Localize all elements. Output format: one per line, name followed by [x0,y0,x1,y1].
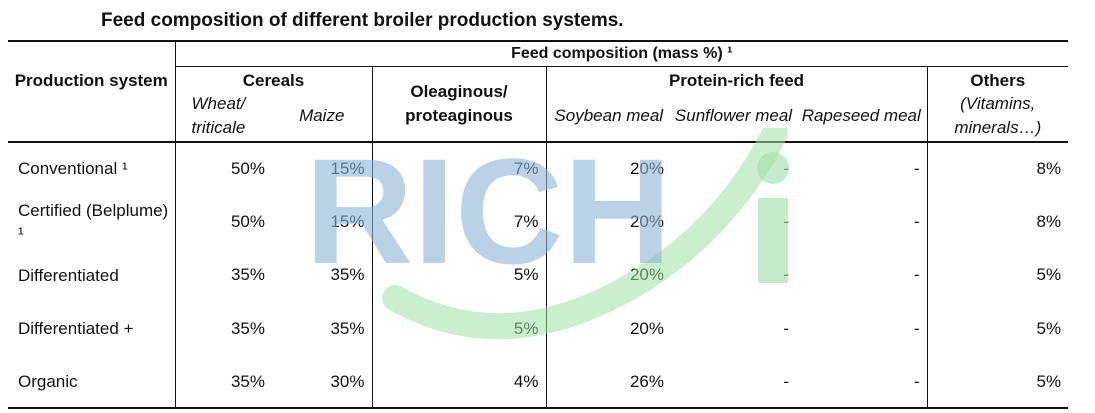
cell-others: 8% [926,142,1069,194]
table-title: Feed composition of different broiler pr… [101,10,624,31]
cell-rapeseed: - [913,265,920,284]
cell-system: Conventional ¹ [18,159,128,178]
header-wheat-triticale: Wheat/ triticale [174,91,272,143]
header-oleaginous: Oleaginous/ proteaginous [371,66,546,143]
header-sunflower-meal: Sunflower meal [671,91,796,143]
cell-sunflower: - [671,356,796,409]
cell-maize: 15% [330,211,365,231]
header-soybean-meal: Soybean meal [545,91,671,143]
header-rapeseed-meal: Rapeseed meal [796,91,927,143]
cell-others: 8% [926,194,1069,249]
header-feed-composition: Feed composition (mass %) ¹ [174,40,1069,67]
header-production-system: Production system [8,66,175,143]
cell-soybean: 20% [545,301,671,356]
cell-wheat: 50% [174,142,272,194]
cell-soybean: 20% [545,194,671,249]
cell-wheat: 50% [174,194,272,249]
cell-others: 5% [926,301,1069,356]
cell-maize: 35% [330,318,365,338]
cell-system: Differentiated + [18,319,134,338]
table-row: Differentiated + 35% 35% 5% 20% - - 5% [8,301,1069,356]
header-protein-rich-feed: Protein-rich feed [545,66,927,91]
cell-rapeseed: - [913,211,920,231]
header-others: Others [926,66,1069,91]
feed-composition-table: Feed composition (mass %) ¹ Production s… [8,40,1069,409]
table-row: Differentiated 35% 35% 5% 20% - - 5% [8,249,1069,301]
cell-rapeseed: - [796,356,927,409]
header-cereals: Cereals [174,66,372,91]
cell-wheat: 35% [174,356,272,409]
table-row: Conventional ¹ 50% 15% 7% 20% - - 8% [8,142,1069,194]
table-row: Certified (Belplume) ¹ 50% 15% 7% 20% - … [8,194,1069,249]
header-others-sub: (Vitamins, minerals…) [926,91,1069,143]
cell-sunflower: - [783,158,789,178]
cell-sunflower: - [783,211,789,231]
cell-sunflower: - [783,265,789,284]
cell-oleaginous: 4% [371,356,546,409]
cell-others: 5% [926,249,1069,301]
cell-oleaginous: 7% [371,142,546,194]
cell-oleaginous: 5% [371,301,546,356]
cell-system: Differentiated [18,265,119,285]
cell-system: Organic [8,356,175,409]
cell-maize: 15% [330,158,365,178]
cell-sunflower: - [783,318,789,338]
cell-soybean: 26% [545,356,671,409]
header-empty-cell [8,40,175,66]
cell-oleaginous: 7% [371,194,546,249]
cell-system: Certified (Belplume) ¹ [18,200,169,243]
cell-maize: 30% [272,356,372,409]
cell-others: 5% [926,356,1069,409]
cell-wheat: 35% [174,249,272,301]
cell-soybean: 20% [545,249,671,301]
cell-maize: 35% [330,265,365,284]
header-maize: Maize [272,91,372,143]
cell-oleaginous: 5% [371,249,546,301]
cell-rapeseed: - [913,158,920,178]
cell-wheat: 35% [174,301,272,356]
table-row: Organic 35% 30% 4% 26% - - 5% [8,356,1069,409]
cell-rapeseed: - [913,318,920,338]
cell-soybean: 20% [545,142,671,194]
